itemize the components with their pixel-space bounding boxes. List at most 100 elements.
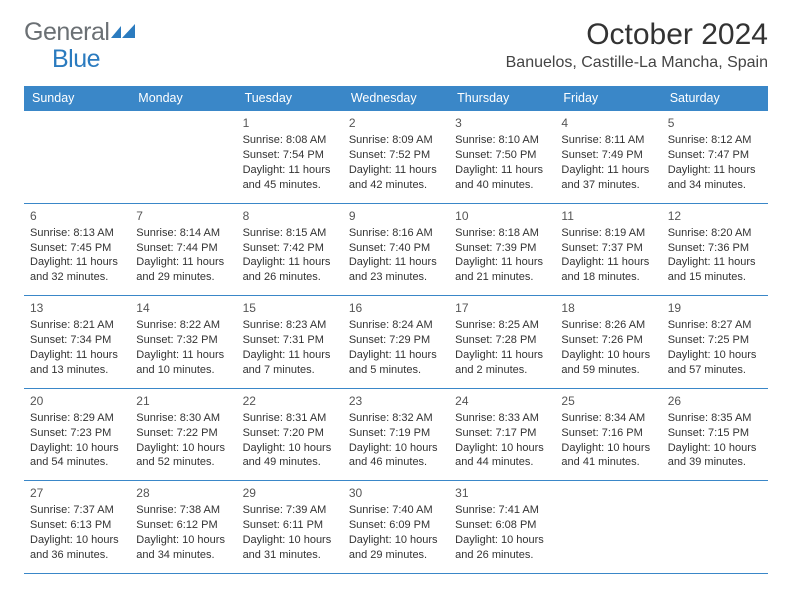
calendar-cell: 17Sunrise: 8:25 AMSunset: 7:28 PMDayligh…	[449, 296, 555, 389]
calendar-cell: 21 Sunrise: 8:30 AMSunset: 7:22 PMDayligh…	[130, 389, 236, 482]
daylight-line: Daylight: 10 hours and 36 minutes.	[30, 533, 124, 563]
sunrise-line: Sunrise: 8:35 AM	[668, 411, 762, 426]
logo-text: General Blue	[24, 18, 137, 82]
daylight-line: Daylight: 10 hours and 59 minutes.	[561, 348, 655, 378]
calendar-cell: 31Sunrise: 7:41 AMSunset: 6:08 PMDayligh…	[449, 481, 555, 574]
weekday-header: Tuesday	[237, 86, 343, 111]
calendar-cell: 29Sunrise: 7:39 AMSunset: 6:11 PMDayligh…	[237, 481, 343, 574]
daylight-line: Daylight: 10 hours and 54 minutes.	[30, 441, 124, 471]
calendar-cell: 1Sunrise: 8:08 AMSunset: 7:54 PMDaylight…	[237, 111, 343, 204]
day-number: 22	[243, 393, 337, 409]
day-number: 3	[455, 115, 549, 131]
sunrise-line: Sunrise: 8:18 AM	[455, 226, 549, 241]
day-number: 15	[243, 300, 337, 316]
day-number: 12	[668, 208, 762, 224]
sunrise-line: Sunrise: 8:12 AM	[668, 133, 762, 148]
calendar-cell	[662, 481, 768, 574]
day-number: 28	[136, 485, 230, 501]
day-number: 30	[349, 485, 443, 501]
sunrise-line: Sunrise: 8:11 AM	[561, 133, 655, 148]
sunset-line: Sunset: 7:31 PM	[243, 333, 337, 348]
daylight-line: Daylight: 11 hours and 13 minutes.	[30, 348, 124, 378]
weekday-header: Sunday	[24, 86, 130, 111]
daylight-line: Daylight: 11 hours and 10 minutes.	[136, 348, 230, 378]
daylight-line: Daylight: 11 hours and 42 minutes.	[349, 163, 443, 193]
weekday-header: Wednesday	[343, 86, 449, 111]
calendar-cell: 18Sunrise: 8:26 AMSunset: 7:26 PMDayligh…	[555, 296, 661, 389]
sunset-line: Sunset: 7:25 PM	[668, 333, 762, 348]
calendar-cell: 12Sunrise: 8:20 AMSunset: 7:36 PMDayligh…	[662, 204, 768, 297]
sunrise-line: Sunrise: 8:16 AM	[349, 226, 443, 241]
calendar-cell: 4Sunrise: 8:11 AMSunset: 7:49 PMDaylight…	[555, 111, 661, 204]
calendar-header-row: Sunday Monday Tuesday Wednesday Thursday…	[24, 86, 768, 111]
sunrise-line: Sunrise: 8:27 AM	[668, 318, 762, 333]
calendar-cell: 22Sunrise: 8:31 AMSunset: 7:20 PMDayligh…	[237, 389, 343, 482]
day-number: 27	[30, 485, 124, 501]
sunset-line: Sunset: 7:20 PM	[243, 426, 337, 441]
sunset-line: Sunset: 6:08 PM	[455, 518, 549, 533]
sunrise-line: Sunrise: 8:30 AM	[136, 411, 230, 426]
sunset-line: Sunset: 7:15 PM	[668, 426, 762, 441]
daylight-line: Daylight: 10 hours and 31 minutes.	[243, 533, 337, 563]
sunrise-line: Sunrise: 7:38 AM	[136, 503, 230, 518]
calendar-cell: 8Sunrise: 8:15 AMSunset: 7:42 PMDaylight…	[237, 204, 343, 297]
day-number: 21	[136, 393, 230, 409]
sunrise-line: Sunrise: 8:34 AM	[561, 411, 655, 426]
calendar-cell	[555, 481, 661, 574]
sunrise-line: Sunrise: 8:08 AM	[243, 133, 337, 148]
location-text: Banuelos, Castille-La Mancha, Spain	[506, 54, 768, 72]
daylight-line: Daylight: 11 hours and 7 minutes.	[243, 348, 337, 378]
sunset-line: Sunset: 7:34 PM	[30, 333, 124, 348]
daylight-line: Daylight: 10 hours and 26 minutes.	[455, 533, 549, 563]
calendar-cell: 20Sunrise: 8:29 AMSunset: 7:23 PMDayligh…	[24, 389, 130, 482]
sunset-line: Sunset: 7:32 PM	[136, 333, 230, 348]
sunrise-line: Sunrise: 8:22 AM	[136, 318, 230, 333]
logo-text-block: General Blue	[24, 18, 137, 82]
calendar-cell: 3 Sunrise: 8:10 AMSunset: 7:50 PMDaylight…	[449, 111, 555, 204]
daylight-line: Daylight: 11 hours and 2 minutes.	[455, 348, 549, 378]
daylight-line: Daylight: 11 hours and 40 minutes.	[455, 163, 549, 193]
sunset-line: Sunset: 7:17 PM	[455, 426, 549, 441]
sunset-line: Sunset: 7:26 PM	[561, 333, 655, 348]
daylight-line: Daylight: 11 hours and 45 minutes.	[243, 163, 337, 193]
day-number: 1	[243, 115, 337, 131]
sunrise-line: Sunrise: 8:15 AM	[243, 226, 337, 241]
logo-word-2: Blue	[52, 45, 100, 73]
sunset-line: Sunset: 7:36 PM	[668, 241, 762, 256]
day-number: 25	[561, 393, 655, 409]
daylight-line: Daylight: 11 hours and 37 minutes.	[561, 163, 655, 193]
day-number: 10	[455, 208, 549, 224]
sunrise-line: Sunrise: 8:20 AM	[668, 226, 762, 241]
daylight-line: Daylight: 11 hours and 26 minutes.	[243, 255, 337, 285]
page-title: October 2024	[506, 18, 768, 52]
calendar-cell: 15Sunrise: 8:23 AMSunset: 7:31 PMDayligh…	[237, 296, 343, 389]
day-number: 24	[455, 393, 549, 409]
day-number: 11	[561, 208, 655, 224]
sunset-line: Sunset: 7:40 PM	[349, 241, 443, 256]
sunrise-line: Sunrise: 8:10 AM	[455, 133, 549, 148]
daylight-line: Daylight: 11 hours and 18 minutes.	[561, 255, 655, 285]
calendar-cell: 5Sunrise: 8:12 AMSunset: 7:47 PMDaylight…	[662, 111, 768, 204]
calendar-cell: 6Sunrise: 8:13 AMSunset: 7:45 PMDaylight…	[24, 204, 130, 297]
sunset-line: Sunset: 7:50 PM	[455, 148, 549, 163]
daylight-line: Daylight: 10 hours and 49 minutes.	[243, 441, 337, 471]
day-number: 17	[455, 300, 549, 316]
day-number: 9	[349, 208, 443, 224]
sunset-line: Sunset: 6:09 PM	[349, 518, 443, 533]
sunset-line: Sunset: 7:19 PM	[349, 426, 443, 441]
sunrise-line: Sunrise: 8:25 AM	[455, 318, 549, 333]
sunset-line: Sunset: 7:22 PM	[136, 426, 230, 441]
sunrise-line: Sunrise: 8:29 AM	[30, 411, 124, 426]
calendar-cell: 30Sunrise: 7:40 AMSunset: 6:09 PMDayligh…	[343, 481, 449, 574]
sunset-line: Sunset: 7:29 PM	[349, 333, 443, 348]
daylight-line: Daylight: 10 hours and 41 minutes.	[561, 441, 655, 471]
sunrise-line: Sunrise: 7:37 AM	[30, 503, 124, 518]
sunset-line: Sunset: 7:23 PM	[30, 426, 124, 441]
sunrise-line: Sunrise: 7:39 AM	[243, 503, 337, 518]
day-number: 29	[243, 485, 337, 501]
calendar-cell: 14Sunrise: 8:22 AMSunset: 7:32 PMDayligh…	[130, 296, 236, 389]
daylight-line: Daylight: 11 hours and 34 minutes.	[668, 163, 762, 193]
day-number: 23	[349, 393, 443, 409]
calendar-cell: 16Sunrise: 8:24 AMSunset: 7:29 PMDayligh…	[343, 296, 449, 389]
daylight-line: Daylight: 10 hours and 52 minutes.	[136, 441, 230, 471]
